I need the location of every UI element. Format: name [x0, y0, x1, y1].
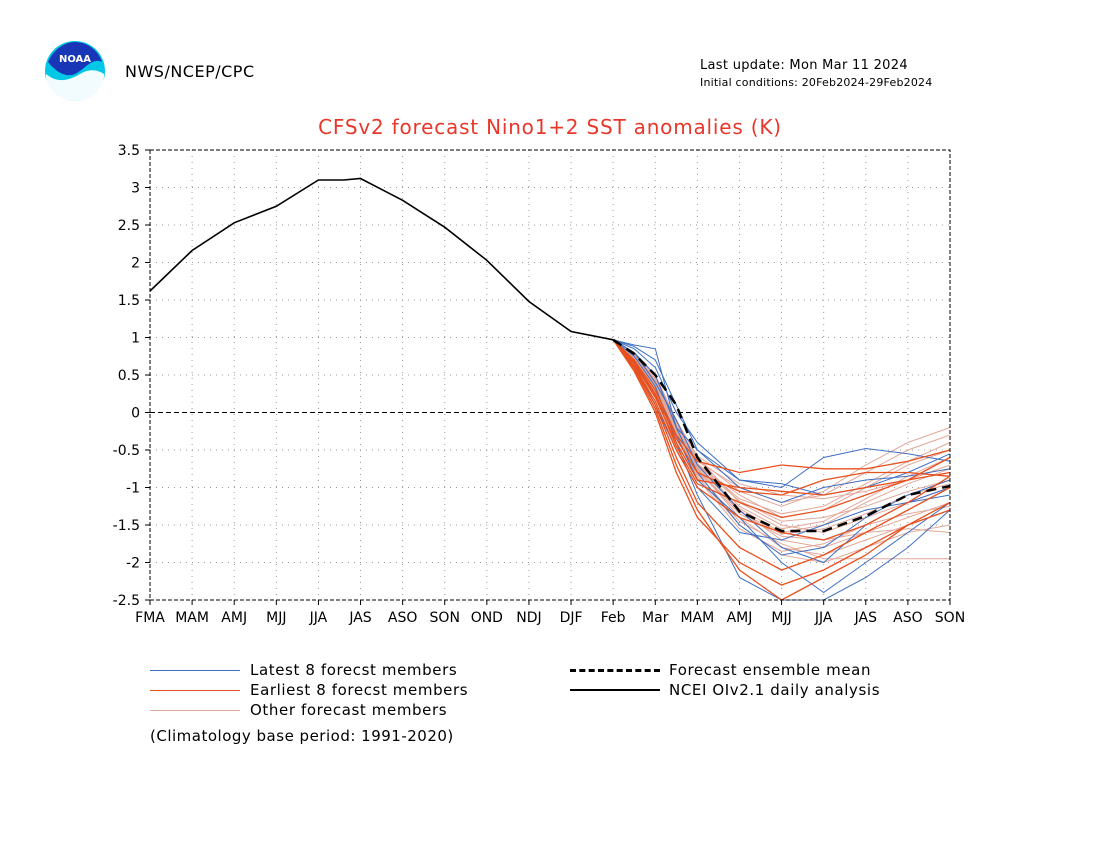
y-tick-label: 3.5	[118, 143, 140, 159]
y-tick-label: 2.5	[118, 218, 140, 234]
y-tick-label: -1	[126, 481, 140, 497]
legend-swatch-earliest	[150, 690, 240, 691]
legend-label-mean: Forecast ensemble mean	[669, 661, 872, 679]
legend-label-analysis: NCEI OIv2.1 daily analysis	[669, 681, 881, 699]
y-tick-label: 3	[131, 181, 140, 197]
legend-label-other: Other forecast members	[250, 701, 448, 719]
initial-conditions-text: Initial conditions: 20Feb2024-29Feb2024	[700, 76, 933, 89]
legend-label-latest: Latest 8 forecst members	[250, 661, 458, 679]
x-tick-label: Mar	[642, 610, 669, 626]
legend-swatch-latest	[150, 670, 240, 671]
x-tick-label: OND	[471, 610, 503, 626]
x-tick-label: JAS	[348, 610, 371, 626]
organization-label: NWS/NCEP/CPC	[125, 62, 255, 81]
earliest-member-line	[612, 339, 951, 571]
ensemble-mean-line	[612, 338, 951, 533]
forecast-members	[612, 339, 951, 601]
x-tick-label: ASO	[388, 610, 417, 626]
earliest-member-line	[612, 339, 951, 601]
earliest-member-line	[612, 339, 951, 541]
earliest-member-line	[612, 339, 951, 586]
grid	[150, 150, 950, 600]
last-update-text: Last update: Mon Mar 11 2024	[700, 58, 908, 73]
x-tick-label: MJJ	[266, 610, 286, 626]
y-tick-label: -2	[126, 556, 140, 572]
x-tick-label: FMA	[135, 610, 165, 626]
other-member-line	[612, 339, 951, 530]
latest-member-line	[613, 339, 951, 496]
x-tick-label: SON	[430, 610, 460, 626]
earliest-member-line	[612, 339, 951, 496]
legend-swatch-analysis	[570, 689, 660, 691]
x-tick-label: MAM	[175, 610, 209, 626]
x-tick-label: MJJ	[771, 610, 791, 626]
chart-title: CFSv2 forecast Nino1+2 SST anomalies (K)	[318, 115, 782, 139]
x-tick-label: AMJ	[221, 610, 247, 626]
y-tick-label: -0.5	[113, 443, 140, 459]
x-axis: FMA MAM AMJ MJJ JJA JAS ASO SON OND NDJ DJF Feb Mar M…	[135, 600, 965, 626]
earliest-member-line	[612, 339, 951, 474]
x-tick-label: JJA	[814, 610, 833, 626]
climatology-note: (Climatology base period: 1991-2020)	[150, 727, 454, 745]
y-axis: 3.5 3 2.5 2 1.5 1 0.5 0 -0.5 -1 -1.5 -2 -2.5	[113, 143, 150, 609]
legend-swatch-mean	[570, 669, 660, 672]
latest-member-line	[612, 339, 951, 556]
y-tick-label: -2.5	[113, 593, 140, 609]
latest-member-line	[612, 339, 951, 601]
x-tick-label: AMJ	[727, 610, 753, 626]
x-tick-label: MAM	[680, 610, 714, 626]
noaa-logo: NOAA	[44, 40, 106, 102]
y-tick-label: 0.5	[118, 368, 140, 384]
earliest-member-line	[612, 339, 951, 496]
x-tick-label: ASO	[893, 610, 922, 626]
legend-swatch-other	[150, 710, 240, 711]
legend-label-earliest: Earliest 8 forecst members	[250, 681, 469, 699]
x-tick-label: Feb	[601, 610, 626, 626]
x-tick-label: NDJ	[516, 610, 541, 626]
y-tick-label: 0	[131, 406, 140, 422]
logo-text: NOAA	[59, 54, 91, 65]
y-tick-label: 2	[131, 256, 140, 272]
analysis-line	[149, 177, 614, 341]
x-tick-label: DJF	[560, 610, 583, 626]
y-tick-label: -1.5	[113, 518, 140, 534]
x-tick-label: JAS	[854, 610, 877, 626]
other-member-line	[612, 339, 951, 541]
x-tick-label: SON	[935, 610, 965, 626]
earliest-member-line	[612, 339, 951, 519]
latest-member-line	[612, 339, 951, 541]
x-tick-label: JJA	[309, 610, 328, 626]
series-lines	[149, 177, 951, 533]
other-member-line	[612, 339, 951, 500]
other-member-line	[612, 339, 951, 552]
y-tick-label: 1.5	[118, 293, 140, 309]
y-tick-label: 1	[131, 331, 140, 347]
